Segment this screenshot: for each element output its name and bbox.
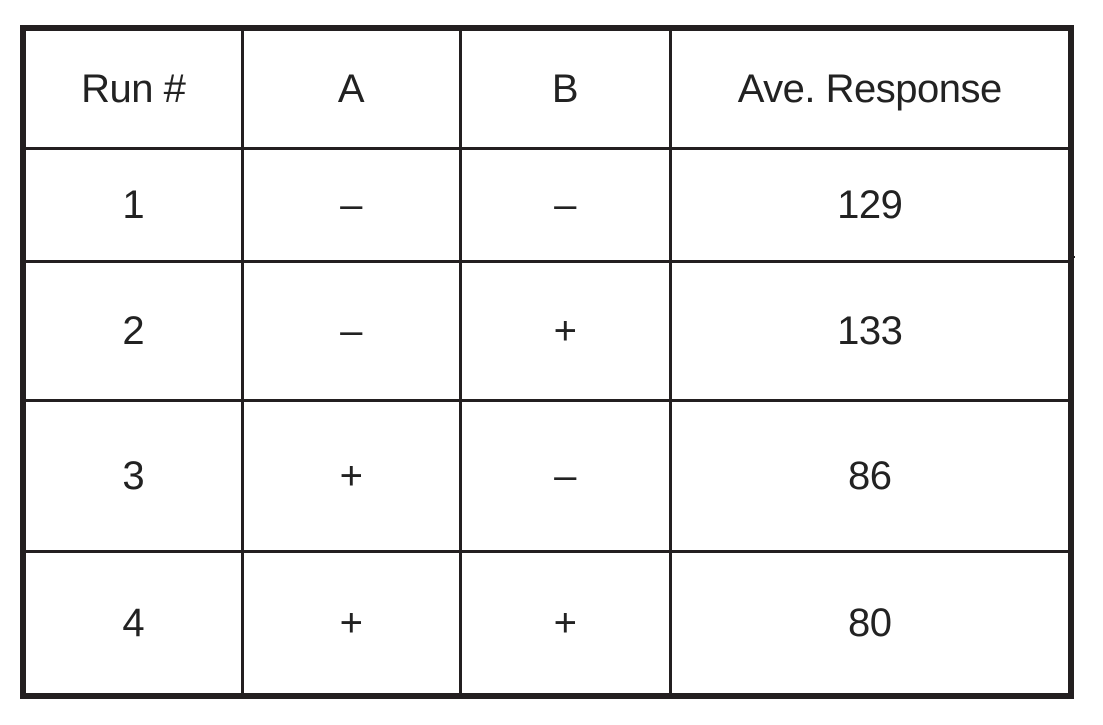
rule-stub	[1068, 256, 1075, 258]
cell-a: +	[240, 399, 462, 553]
cell-a: –	[240, 260, 462, 402]
header-response: Ave. Response	[668, 26, 1073, 150]
header-row: Run # A B Ave. Response	[21, 26, 1073, 150]
header-b: B	[458, 26, 672, 150]
cell-response: 129	[668, 147, 1073, 263]
cell-run: 4	[21, 550, 244, 698]
cell-b: –	[458, 147, 672, 263]
cell-response: 133	[668, 260, 1073, 402]
table-row: 4 + + 80	[21, 550, 1073, 698]
cell-response: 86	[668, 399, 1073, 553]
cell-a: –	[240, 147, 462, 263]
header-run: Run #	[21, 26, 244, 150]
cell-run: 1	[21, 147, 244, 263]
cell-run: 2	[21, 260, 244, 402]
cell-b: +	[458, 260, 672, 402]
cell-response: 80	[668, 550, 1073, 698]
header-a: A	[240, 26, 462, 150]
cell-run: 3	[21, 399, 244, 553]
table-row: 1 – – 129	[21, 147, 1073, 263]
cell-a: +	[240, 550, 462, 698]
table-row: 2 – + 133	[21, 260, 1073, 402]
cell-b: +	[458, 550, 672, 698]
design-table: Run # A B Ave. Response 1 – – 129 2 – + …	[20, 25, 1074, 699]
cell-b: –	[458, 399, 672, 553]
table-row: 3 + – 86	[21, 399, 1073, 553]
